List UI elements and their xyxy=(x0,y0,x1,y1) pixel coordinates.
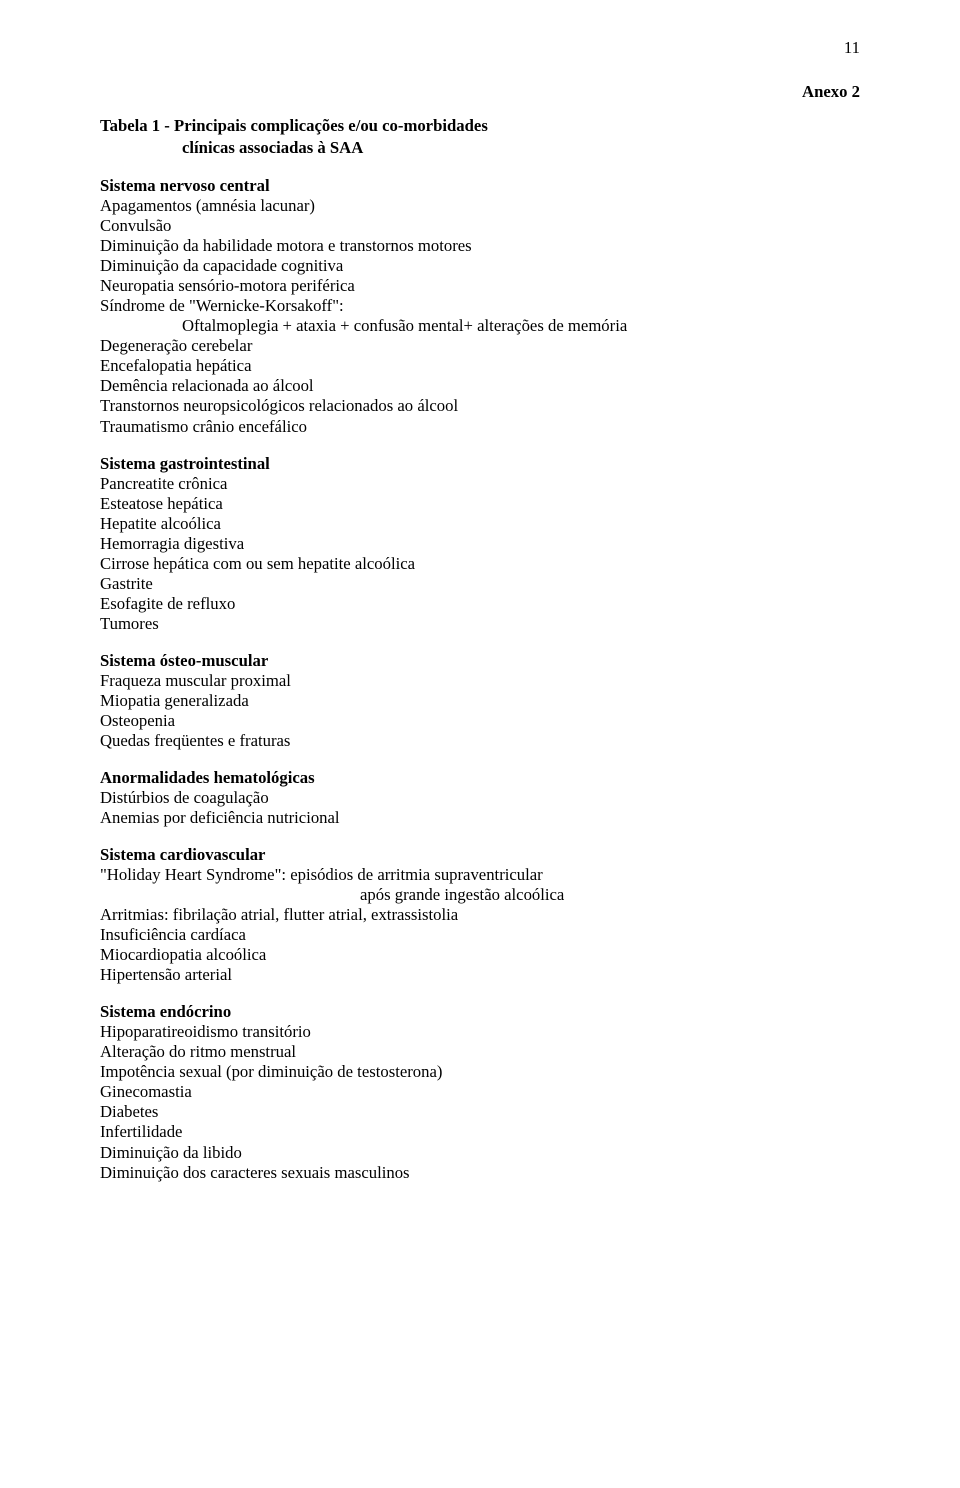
list-item: Fraqueza muscular proximal xyxy=(100,671,860,691)
list-item: Diminuição dos caracteres sexuais mascul… xyxy=(100,1163,860,1183)
list-item: Diminuição da habilidade motora e transt… xyxy=(100,236,860,256)
tabela-title: Tabela 1 - Principais complicações e/ou … xyxy=(100,116,860,136)
list-item: Hipoparatireoidismo transitório xyxy=(100,1022,860,1042)
page-number: 11 xyxy=(100,38,860,58)
section-heading-osteo: Sistema ósteo-muscular xyxy=(100,651,860,671)
section-heading-hemato: Anormalidades hematológicas xyxy=(100,768,860,788)
list-item: Degeneração cerebelar xyxy=(100,336,860,356)
list-item: Arritmias: fibrilação atrial, flutter at… xyxy=(100,905,860,925)
list-item: Demência relacionada ao álcool xyxy=(100,376,860,396)
list-item: Síndrome de "Wernicke-Korsakoff": xyxy=(100,296,860,316)
section-heading-cardio: Sistema cardiovascular xyxy=(100,845,860,865)
list-item: Convulsão xyxy=(100,216,860,236)
list-item-indented: Oftalmoplegia + ataxia + confusão mental… xyxy=(100,316,860,336)
list-item: Infertilidade xyxy=(100,1122,860,1142)
list-item: Hemorragia digestiva xyxy=(100,534,860,554)
list-item: Osteopenia xyxy=(100,711,860,731)
list-item: Hepatite alcoólica xyxy=(100,514,860,534)
section-heading-endocrino: Sistema endócrino xyxy=(100,1002,860,1022)
list-item: Diabetes xyxy=(100,1102,860,1122)
list-item: Pancreatite crônica xyxy=(100,474,860,494)
section-heading-nervoso: Sistema nervoso central xyxy=(100,176,860,196)
list-item: Tumores xyxy=(100,614,860,634)
list-item: Cirrose hepática com ou sem hepatite alc… xyxy=(100,554,860,574)
list-item: Impotência sexual (por diminuição de tes… xyxy=(100,1062,860,1082)
list-item: Diminuição da libido xyxy=(100,1143,860,1163)
list-item: Traumatismo crânio encefálico xyxy=(100,417,860,437)
list-item: Distúrbios de coagulação xyxy=(100,788,860,808)
list-item: Hipertensão arterial xyxy=(100,965,860,985)
section-heading-gastro: Sistema gastrointestinal xyxy=(100,454,860,474)
tabela-subtitle: clínicas associadas à SAA xyxy=(182,138,860,158)
list-item: Encefalopatia hepática xyxy=(100,356,860,376)
list-item: Transtornos neuropsicológicos relacionad… xyxy=(100,396,860,416)
list-item: Miopatia generalizada xyxy=(100,691,860,711)
list-item: Quedas freqüentes e fraturas xyxy=(100,731,860,751)
list-item-indented: após grande ingestão alcoólica xyxy=(100,885,860,905)
anexo-label: Anexo 2 xyxy=(100,82,860,102)
list-item: Neuropatia sensório-motora periférica xyxy=(100,276,860,296)
list-item: Esteatose hepática xyxy=(100,494,860,514)
list-item: Apagamentos (amnésia lacunar) xyxy=(100,196,860,216)
list-item: Gastrite xyxy=(100,574,860,594)
list-item: "Holiday Heart Syndrome": episódios de a… xyxy=(100,865,860,885)
list-item: Anemias por deficiência nutricional xyxy=(100,808,860,828)
list-item: Diminuição da capacidade cognitiva xyxy=(100,256,860,276)
list-item: Esofagite de refluxo xyxy=(100,594,860,614)
list-item: Alteração do ritmo menstrual xyxy=(100,1042,860,1062)
list-item: Ginecomastia xyxy=(100,1082,860,1102)
list-item: Insuficiência cardíaca xyxy=(100,925,860,945)
list-item: Miocardiopatia alcoólica xyxy=(100,945,860,965)
